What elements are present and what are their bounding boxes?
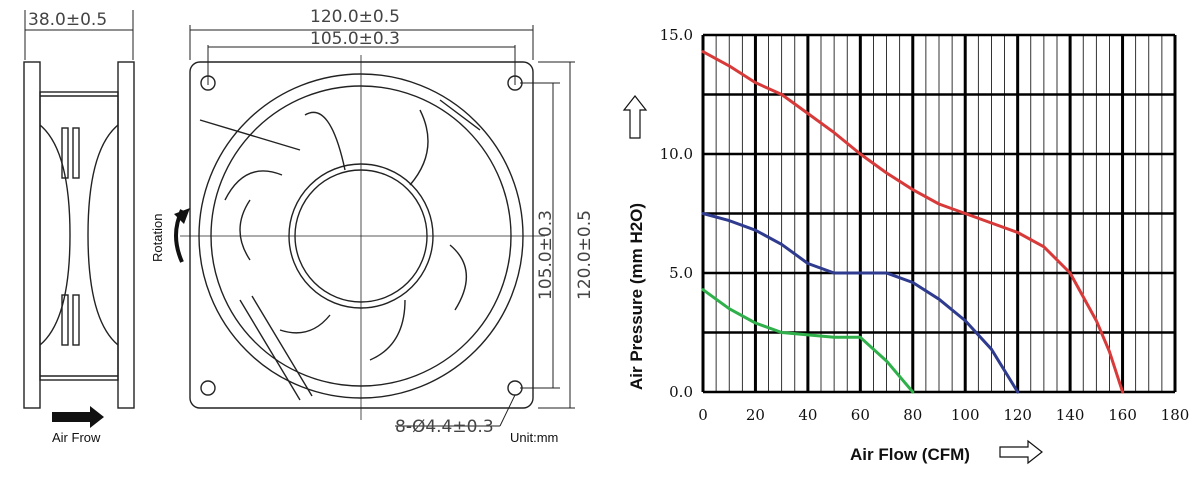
series-line-1 bbox=[701, 50, 1125, 394]
fan-dimension-drawing: 38.0±0.5 Air Frow bbox=[23, 7, 595, 445]
x-tick-label: 100 bbox=[951, 406, 980, 424]
x-tick-label: 120 bbox=[1003, 406, 1032, 424]
y-axis-arrow-icon bbox=[622, 95, 648, 139]
y-tick-label: 10.0 bbox=[660, 145, 693, 163]
series-line-3 bbox=[701, 288, 915, 394]
outer-width-dimension: 120.0±0.5 bbox=[310, 7, 400, 27]
x-axis-arrow-icon bbox=[999, 439, 1043, 465]
mounting-hole-dimension: 8-Ø4.4±0.3 bbox=[395, 417, 494, 437]
outer-height-dimension: 120.0±0.5 bbox=[575, 210, 595, 300]
unit-label: Unit:mm bbox=[510, 430, 558, 445]
y-axis-title: Air Pressure (mm H2O) bbox=[627, 203, 646, 390]
x-tick-label: 20 bbox=[746, 406, 765, 424]
hole-spacing-vertical-dimension: 105.0±0.3 bbox=[536, 210, 556, 300]
x-tick-label: 160 bbox=[1108, 406, 1137, 424]
x-tick-label: 40 bbox=[798, 406, 817, 424]
hole-spacing-dimension: 105.0±0.3 bbox=[310, 29, 400, 49]
rotation-label: Rotation bbox=[150, 214, 165, 262]
y-tick-label: 5.0 bbox=[669, 264, 693, 282]
series-line-2 bbox=[701, 212, 1020, 394]
x-tick-label: 140 bbox=[1056, 406, 1085, 424]
x-tick-label: 80 bbox=[903, 406, 922, 424]
air-flow-arrow-icon bbox=[52, 406, 104, 428]
x-tick-label: 180 bbox=[1161, 406, 1190, 424]
rotation-arrow-icon bbox=[174, 208, 190, 263]
x-tick-label: 60 bbox=[851, 406, 870, 424]
air-flow-label: Air Frow bbox=[52, 430, 101, 445]
y-tick-label: 15.0 bbox=[660, 26, 693, 44]
performance-chart: 0 20 40 60 80 100 120 140 160 180 0.0 5.0 10.0 15.0 A… bbox=[622, 26, 1190, 465]
x-axis-title: Air Flow (CFM) bbox=[850, 445, 970, 464]
y-tick-label: 0.0 bbox=[669, 383, 693, 401]
fan-side-view bbox=[23, 10, 135, 409]
x-tick-label: 0 bbox=[698, 406, 708, 424]
side-width-dimension: 38.0±0.5 bbox=[28, 10, 107, 30]
fan-front-view bbox=[180, 25, 575, 427]
